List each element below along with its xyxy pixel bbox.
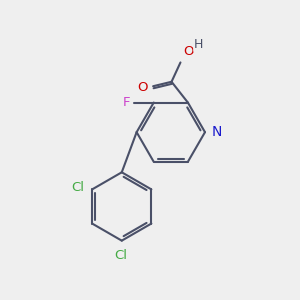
- Text: Cl: Cl: [71, 181, 84, 194]
- Text: O: O: [183, 45, 193, 58]
- Text: F: F: [122, 96, 130, 109]
- Text: Cl: Cl: [114, 249, 127, 262]
- Text: N: N: [212, 125, 222, 139]
- Text: H: H: [194, 38, 203, 51]
- Text: O: O: [137, 81, 148, 94]
